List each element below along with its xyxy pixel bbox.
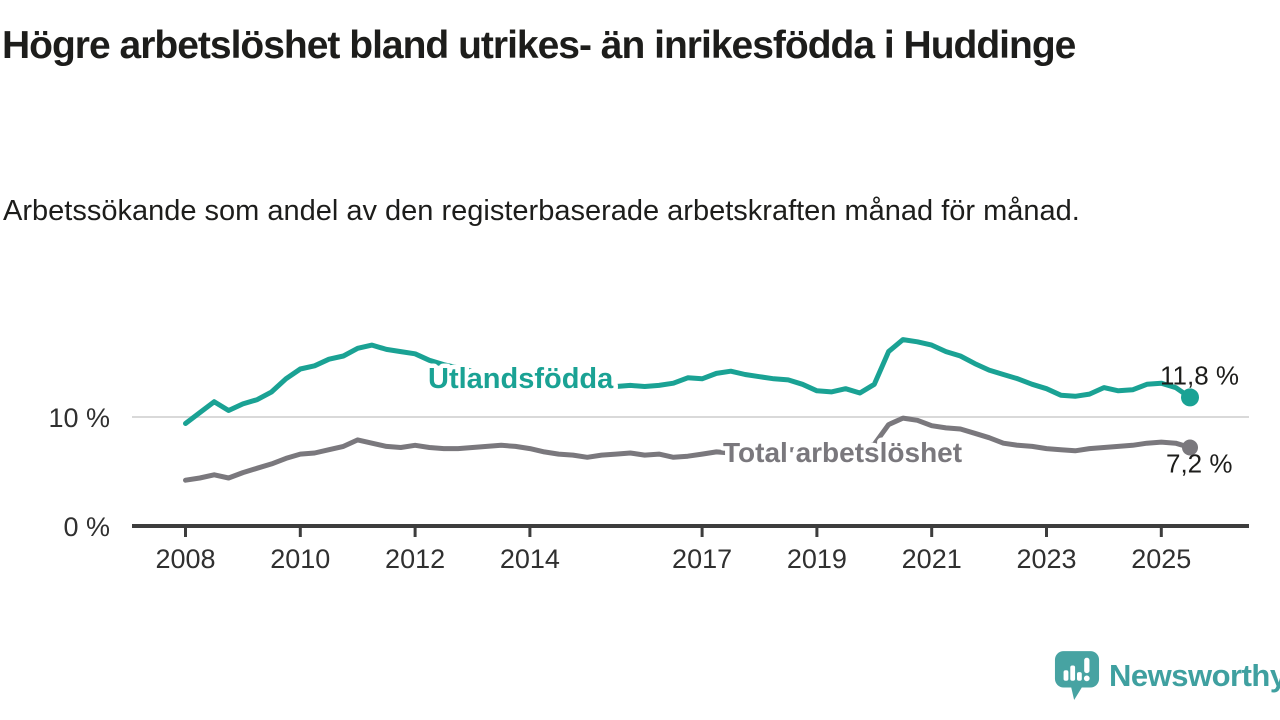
page-title: Högre arbetslöshet bland utrikes- än inr…	[2, 24, 1076, 67]
newsworthy-logo-icon	[1054, 651, 1100, 700]
x-tick-label: 2010	[270, 544, 330, 574]
x-tick-label: 2025	[1131, 544, 1191, 574]
y-tick-label: 0 %	[63, 512, 110, 542]
x-tick-label: 2023	[1016, 544, 1076, 574]
newsworthy-logo-text: Newsworthy	[1109, 658, 1280, 693]
x-tick-label: 2019	[787, 544, 847, 574]
series-label-1: Total arbetslöshet	[723, 437, 962, 468]
series-label-0: Utlandsfödda	[428, 363, 614, 395]
x-tick-label: 2021	[902, 544, 962, 574]
x-tick-label: 2014	[500, 544, 560, 574]
line-utlandsf-dda	[183, 337, 1193, 426]
end-value-label-1: 7,2 %	[1166, 449, 1233, 479]
line-chart: 2008 2010 2012 2014 2017 2019 2021 2023 2025 0 % 1…	[48, 337, 1249, 574]
end-dot-0	[1181, 388, 1199, 407]
y-tick-label: 10 %	[48, 403, 110, 433]
x-tick-label: 2017	[672, 544, 732, 574]
end-value-label-0: 11,8 %	[1160, 360, 1239, 390]
newsworthy-logo: Newsworthy	[1054, 650, 1280, 702]
x-tick-label: 2008	[155, 544, 215, 574]
end-dot-1	[1182, 439, 1198, 456]
line-total-arbetsl-shet	[183, 415, 1193, 483]
x-tick-label: 2012	[385, 544, 445, 574]
chart-subtitle: Arbetssökande som andel av den registerb…	[3, 195, 1080, 227]
